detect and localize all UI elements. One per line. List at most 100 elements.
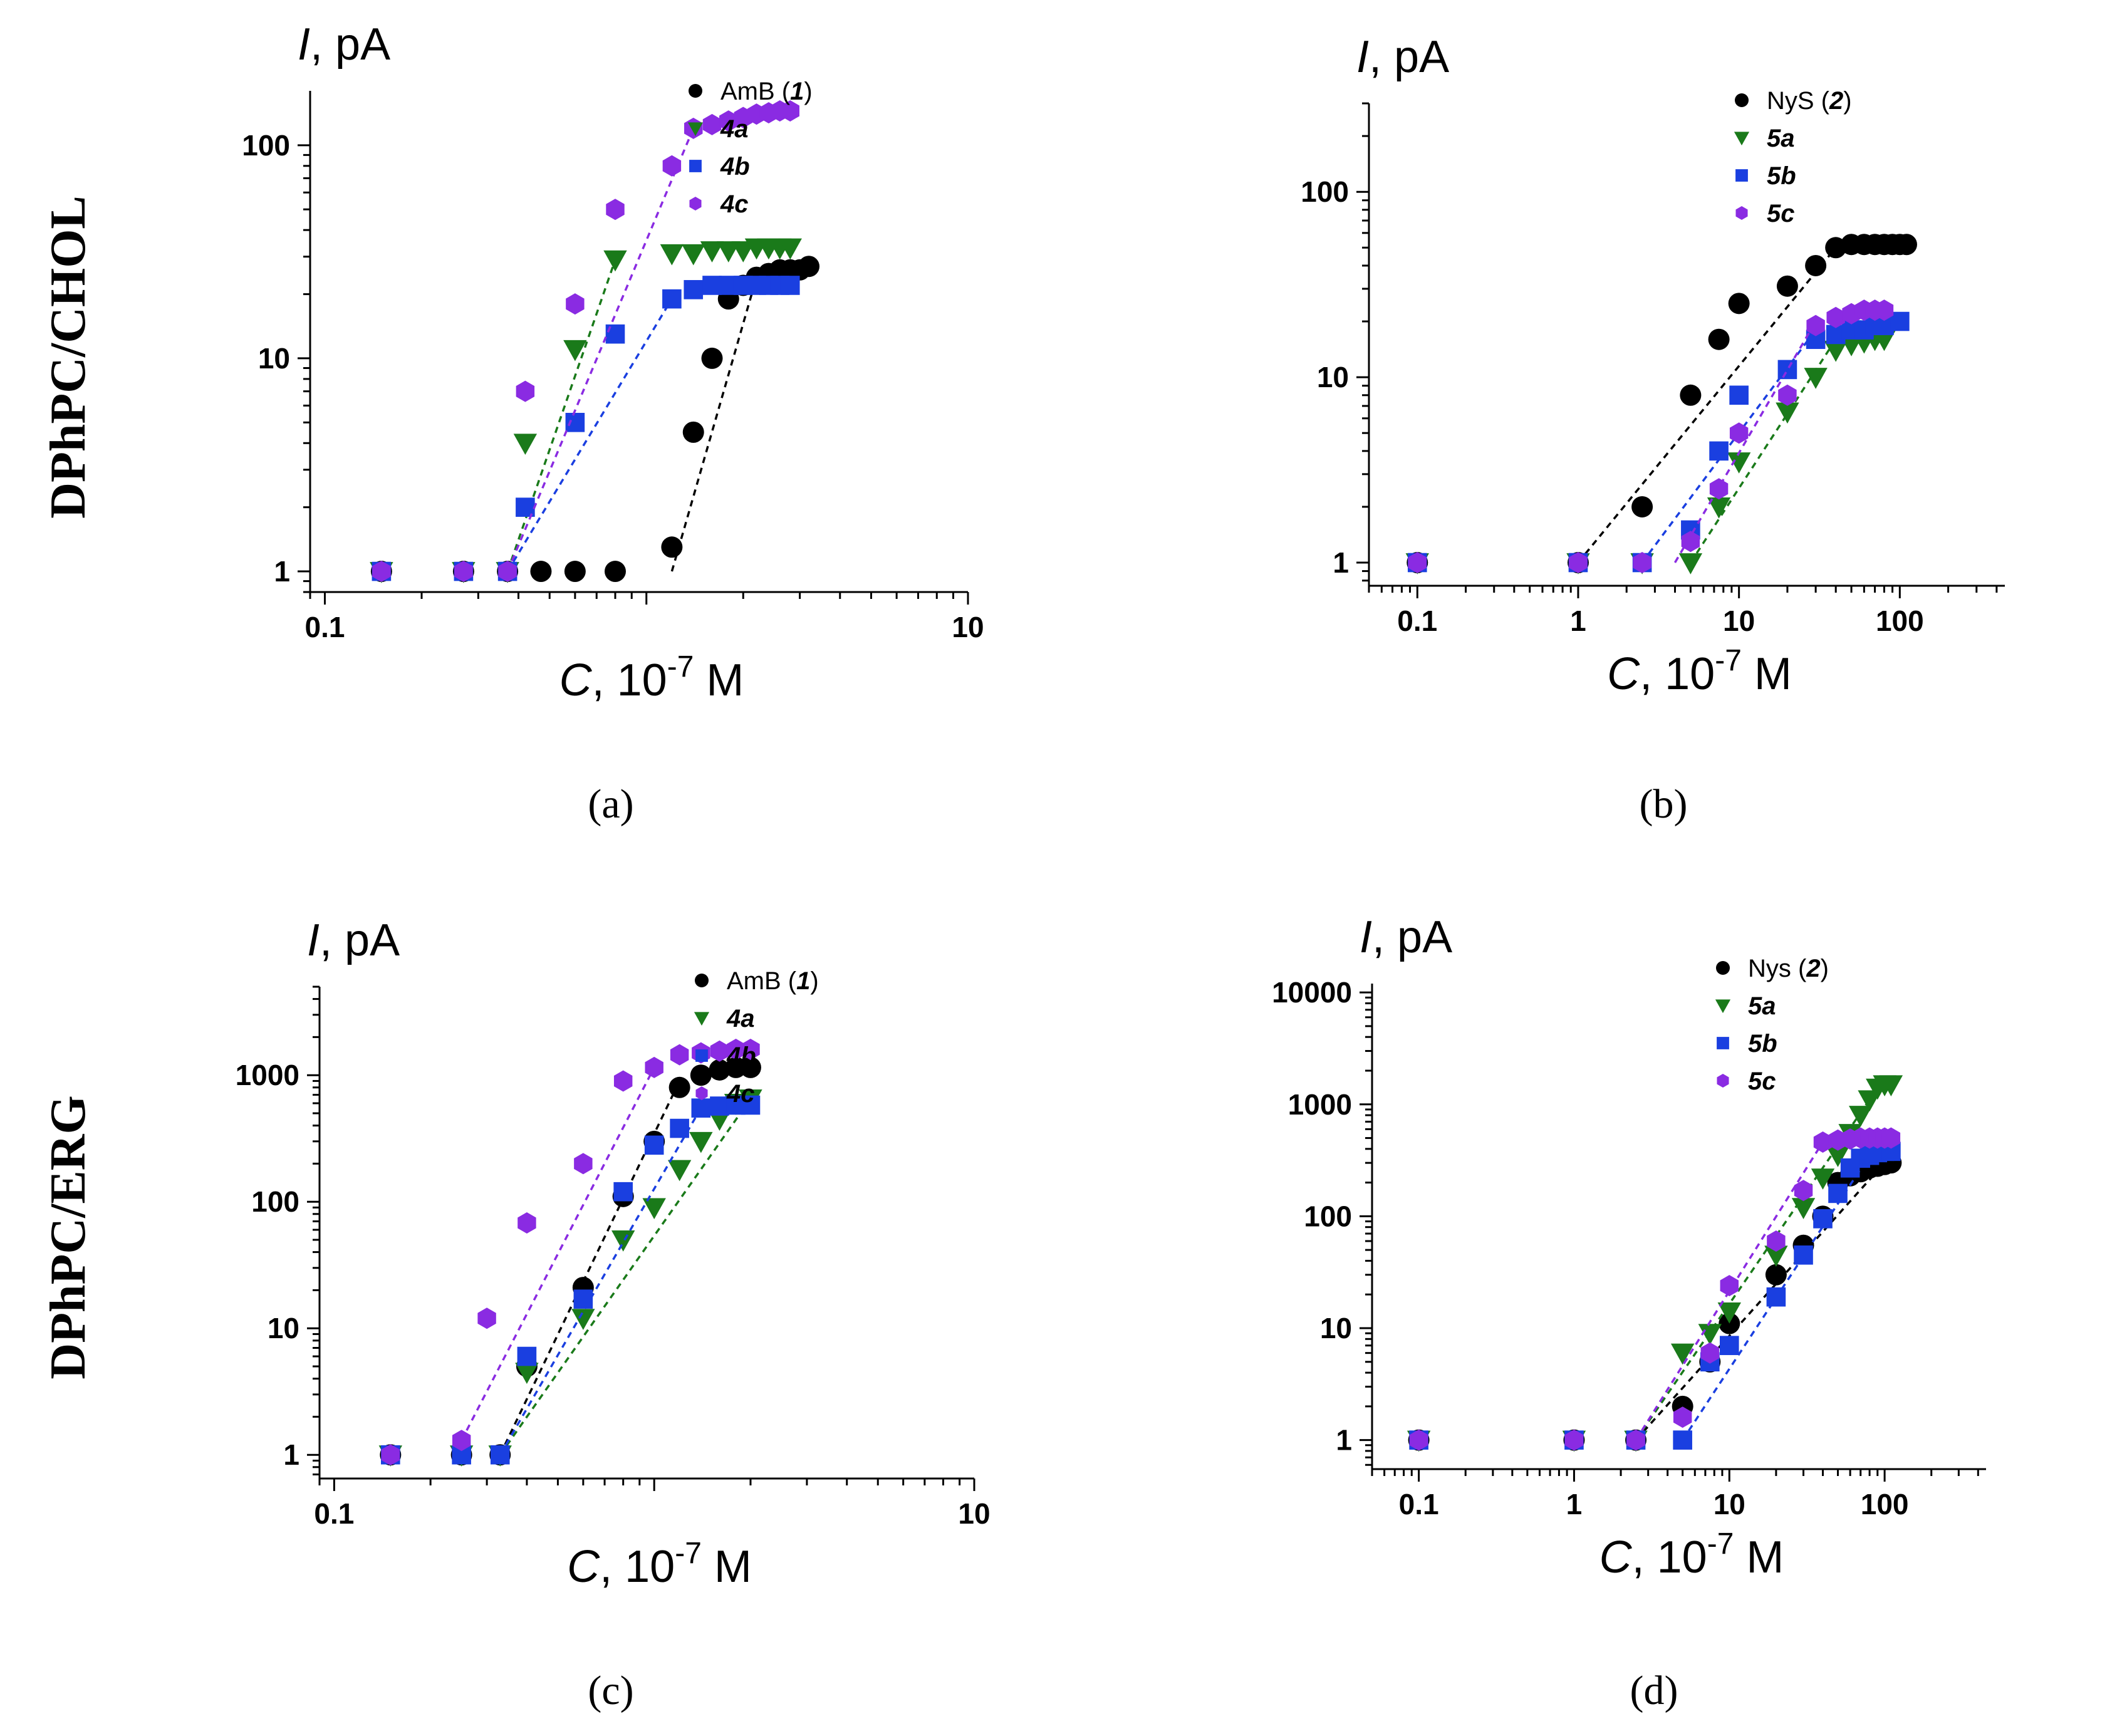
data-point-4a	[513, 434, 538, 455]
legend-label-id: 5c	[1748, 1068, 1776, 1095]
fit-line-5a	[1635, 1099, 1871, 1441]
data-point-5b	[1729, 385, 1749, 405]
fit-line-AmB	[670, 277, 758, 572]
data-point-4c	[372, 561, 391, 583]
y-axis-title-unit: , pA	[1369, 32, 1449, 82]
data-point-4a	[700, 241, 724, 262]
y-axis-title-unit: , pA	[320, 915, 400, 965]
x-tick-label: 0.1	[314, 1497, 354, 1530]
legend-label-4a: 4a	[726, 1005, 755, 1032]
legend-label-suffix: )	[810, 967, 818, 995]
legend-label-id: 2	[1829, 87, 1843, 115]
legend-marker-5c	[1735, 206, 1748, 220]
data-point-4c	[574, 1153, 593, 1175]
legend-label-id: 2	[1806, 955, 1820, 982]
x-axis-title-exp: -7	[1715, 644, 1742, 677]
x-axis-title-unit: M	[694, 655, 744, 705]
data-point-5c	[1806, 314, 1825, 336]
legend-marker-5a	[1734, 132, 1750, 146]
data-point-5b	[1813, 1209, 1833, 1229]
legend-marker-4a	[687, 122, 704, 137]
x-axis-title-base: , 10	[1632, 1532, 1707, 1583]
legend-label-prefix: NyS (	[1767, 87, 1830, 115]
data-point-4c	[566, 293, 585, 315]
data-point-4c	[702, 113, 722, 135]
data-point-5c	[1569, 552, 1588, 574]
data-point-5b	[1766, 1287, 1786, 1307]
data-point-5a	[1826, 1146, 1850, 1167]
fit-line-5c	[1673, 321, 1817, 563]
panel-caption: (b)	[1640, 781, 1688, 827]
data-point-NyS	[1776, 275, 1798, 297]
x-axis-title: C, 10-7 M	[567, 1537, 752, 1592]
x-axis-title: C, 10-7 M	[1607, 644, 1792, 699]
data-point-5c	[1813, 1131, 1833, 1153]
legend-marker-5a	[1715, 999, 1731, 1014]
data-point-4c	[781, 100, 799, 122]
data-point-4c	[662, 155, 682, 177]
panel-caption: (c)	[588, 1668, 633, 1713]
data-point-4c	[516, 380, 535, 402]
legend-label-id: 5b	[1748, 1030, 1777, 1058]
data-point-5c	[1673, 1406, 1692, 1428]
legend-marker-4b	[695, 1049, 708, 1062]
x-axis-title-unit: M	[1742, 649, 1792, 699]
fit-line-4b	[506, 298, 673, 572]
data-point-5b	[1777, 360, 1797, 380]
fit-line-4c	[460, 1067, 655, 1441]
legend-marker-4c	[695, 1086, 708, 1100]
x-tick-label: 0.1	[305, 611, 345, 643]
x-axis-title-exp: -7	[1707, 1527, 1734, 1561]
data-point-4b	[691, 1098, 711, 1118]
fit-line-5c	[1635, 1141, 1824, 1441]
data-point-4b	[741, 1095, 761, 1115]
legend-label-AmB: AmB (1)	[727, 967, 819, 995]
legend-label-5c: 5c	[1748, 1068, 1776, 1095]
legend-label-id: 4a	[720, 115, 749, 143]
data-point-AmB	[709, 1059, 731, 1081]
x-axis-title-var: C	[1599, 1532, 1633, 1583]
legend-label-id: 5c	[1767, 200, 1795, 227]
data-point-AmB	[798, 256, 820, 278]
data-point-NyS	[1728, 293, 1750, 314]
x-tick-label: 10	[958, 1497, 990, 1530]
data-point-5a	[1764, 1245, 1788, 1267]
data-point-NyS	[1631, 496, 1653, 517]
y-tick-label: 10	[1317, 361, 1349, 393]
data-point-4b	[565, 413, 585, 432]
data-point-AmB	[605, 561, 627, 583]
fit-line-4b	[499, 1107, 702, 1456]
y-tick-label: 100	[251, 1185, 299, 1218]
legend-marker-5b	[1735, 169, 1748, 182]
legend-label-4b: 4b	[720, 153, 750, 180]
legend-label-5b: 5b	[1748, 1030, 1777, 1058]
data-point-5c	[1681, 531, 1700, 553]
x-axis-title-exp: -7	[667, 650, 694, 683]
data-point-5c	[1633, 552, 1651, 574]
legend-label-id: 1	[796, 967, 810, 995]
legend-label-id: 5a	[1767, 125, 1795, 152]
x-axis-title: C, 10-7 M	[559, 650, 744, 705]
x-tick-label: 1	[1566, 1488, 1583, 1520]
y-tick-label: 10	[258, 342, 290, 375]
legend-label-5c: 5c	[1767, 200, 1795, 227]
y-tick-label: 1	[1333, 546, 1349, 579]
data-point-4c	[477, 1307, 496, 1329]
x-axis-title-base: , 10	[600, 1542, 675, 1592]
data-point-4a	[603, 250, 627, 272]
data-point-5a	[1670, 1343, 1695, 1365]
data-point-4b	[702, 276, 722, 295]
data-point-4a	[660, 244, 684, 266]
x-axis-title-var: C	[1607, 649, 1640, 699]
data-point-AmB	[661, 536, 683, 558]
data-point-4b	[710, 1096, 729, 1116]
x-tick-label: 1	[1570, 605, 1586, 637]
y-tick-label: 1	[283, 1438, 299, 1471]
data-point-NyS	[1680, 384, 1702, 406]
legend-label-id: 4b	[726, 1042, 756, 1070]
legend-label-4c: 4c	[726, 1080, 755, 1108]
data-point-5a	[1791, 1198, 1816, 1219]
data-point-4c	[498, 561, 517, 583]
